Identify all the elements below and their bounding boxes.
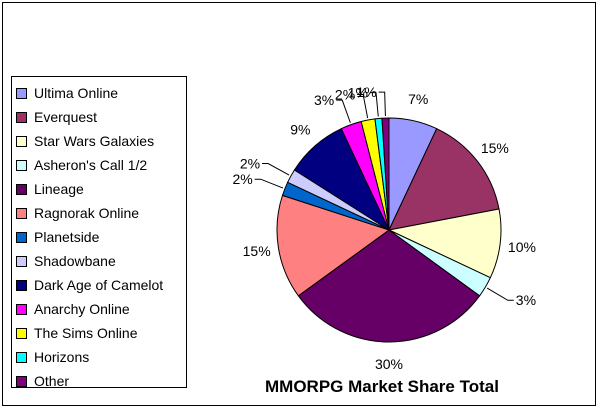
legend-label: Ragnorak Online [34, 205, 140, 221]
slice-value-label: 3% [516, 292, 536, 308]
leader-line [486, 287, 514, 301]
legend-item: Shadowbane [16, 249, 186, 273]
legend-item: Horizons [16, 345, 186, 369]
slice-value-label: 2% [240, 156, 260, 172]
legend-item: Dark Age of Camelot [16, 273, 186, 297]
legend-label: Other [34, 373, 70, 389]
slice-value-label: 3% [314, 92, 334, 108]
legend-swatch [16, 111, 27, 123]
legend-swatch [16, 279, 27, 291]
slice-value-label: 15% [481, 140, 509, 156]
pie-slice [276, 194, 391, 297]
legend-item: The Sims Online [16, 321, 186, 345]
legend-swatch [16, 87, 27, 99]
legend: Ultima Online Everquest Star Wars Galaxies… [11, 76, 187, 389]
pie-slice [297, 229, 481, 343]
legend-item: Asheron's Call 1/2 [16, 153, 186, 177]
slice-value-label: 9% [290, 121, 310, 137]
leader-line [370, 92, 379, 117]
slice-value-label: 7% [408, 91, 428, 107]
legend-label: Shadowbane [34, 253, 116, 269]
legend-item: Star Wars Galaxies [16, 129, 186, 153]
legend-swatch [16, 303, 27, 315]
pie-slice [388, 127, 500, 231]
legend-label: The Sims Online [34, 325, 138, 341]
legend-label: Asheron's Call 1/2 [34, 157, 148, 173]
legend-swatch [16, 159, 27, 171]
legend-label: Ultima Online [34, 85, 119, 101]
legend-item: Lineage [16, 177, 186, 201]
slice-value-label: 2% [232, 171, 252, 187]
legend-swatch [16, 207, 27, 219]
chart-title: MMORPG Market Share Total [265, 377, 499, 396]
slice-value-label: 30% [375, 356, 403, 372]
legend-swatch [16, 255, 27, 267]
legend-label: Everquest [34, 109, 98, 125]
legend-label: Lineage [34, 181, 84, 197]
legend-label: Dark Age of Camelot [34, 277, 164, 293]
legend-swatch [16, 183, 27, 195]
legend-item: Other [16, 369, 186, 393]
legend-swatch [16, 327, 27, 339]
slice-value-label: 1% [348, 85, 368, 101]
legend-item: Anarchy Online [16, 297, 186, 321]
legend-item: Ragnorak Online [16, 201, 186, 225]
legend-label: Planetside [34, 229, 100, 245]
leader-line [357, 93, 369, 119]
legend-item: Planetside [16, 225, 186, 249]
leader-line [378, 91, 386, 117]
slice-value-label: 1% [356, 84, 376, 100]
legend-swatch [16, 231, 27, 243]
legend-item: Everquest [16, 105, 186, 129]
legend-swatch [16, 351, 27, 363]
slice-value-label: 2% [335, 86, 355, 102]
legend-label: Anarchy Online [34, 301, 130, 317]
legend-swatch [16, 375, 27, 387]
legend-label: Star Wars Galaxies [34, 133, 155, 149]
leader-line [254, 178, 284, 189]
slice-value-label: 15% [243, 243, 271, 259]
legend-item: Ultima Online [16, 81, 186, 105]
pie-slice [381, 117, 390, 231]
slice-value-label: 10% [508, 239, 536, 255]
legend-swatch [16, 135, 27, 147]
legend-label: Horizons [34, 349, 90, 365]
leader-line [336, 99, 351, 123]
leader-line [262, 163, 290, 176]
